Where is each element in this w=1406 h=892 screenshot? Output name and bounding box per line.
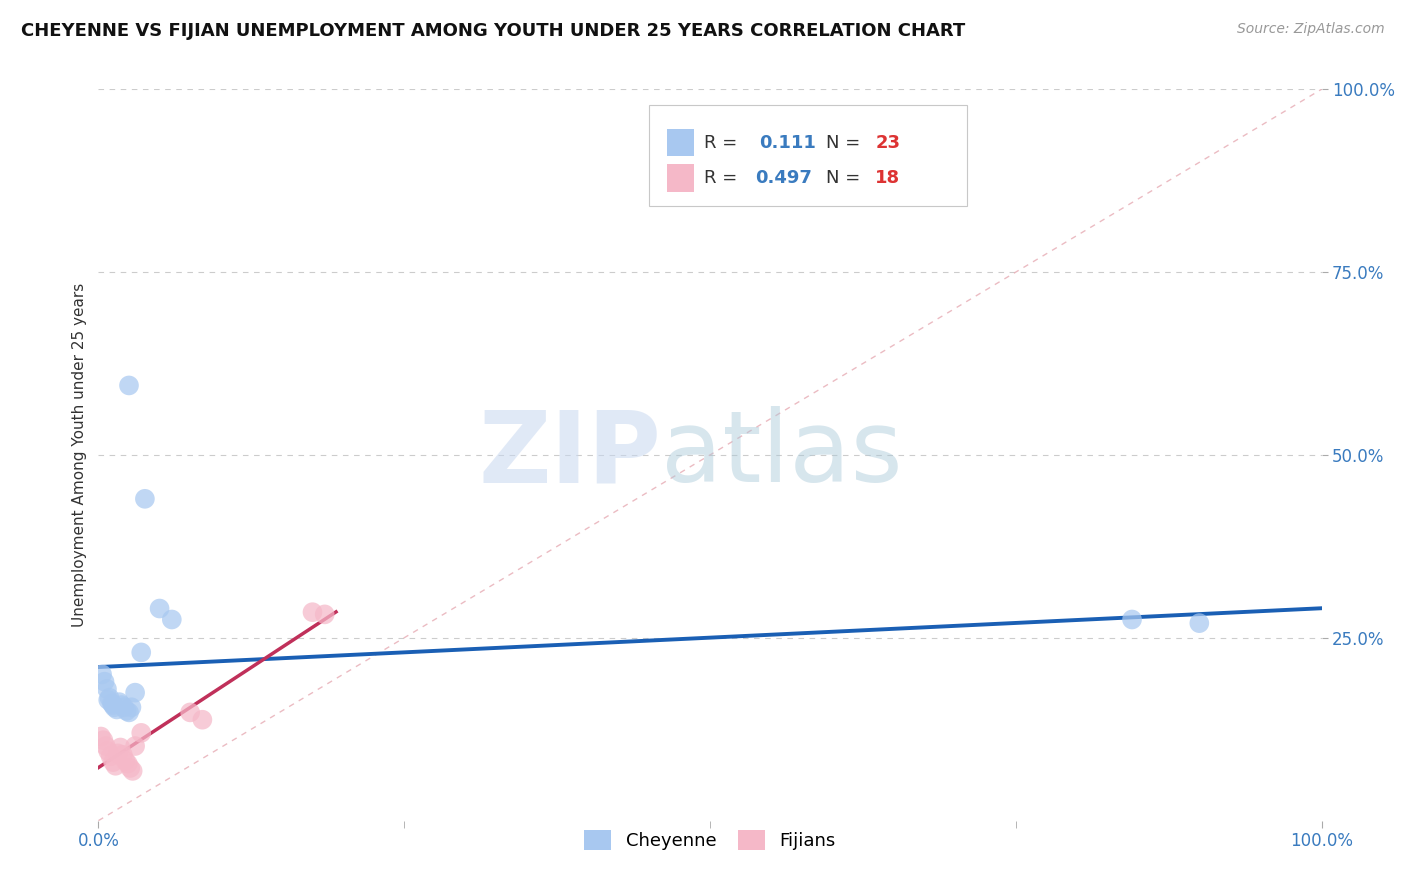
- Point: [112, 700, 135, 714]
- Point: [94, 739, 117, 753]
- FancyBboxPatch shape: [668, 164, 695, 192]
- Point: [118, 706, 141, 720]
- Point: [98, 690, 121, 705]
- Text: 0.111: 0.111: [759, 134, 815, 152]
- Point: [314, 607, 336, 622]
- Point: [1188, 616, 1211, 631]
- Point: [111, 698, 134, 712]
- Point: [1121, 612, 1143, 626]
- Point: [107, 747, 129, 761]
- Point: [101, 697, 124, 711]
- Point: [124, 739, 146, 753]
- Point: [108, 695, 131, 709]
- Text: Source: ZipAtlas.com: Source: ZipAtlas.com: [1237, 22, 1385, 37]
- Point: [90, 730, 112, 744]
- Point: [96, 681, 118, 696]
- Text: 0.497: 0.497: [755, 169, 813, 186]
- Point: [110, 740, 132, 755]
- Point: [129, 645, 152, 659]
- Point: [105, 702, 128, 716]
- Point: [120, 761, 142, 775]
- Point: [97, 693, 120, 707]
- Text: N =: N =: [827, 134, 866, 152]
- Text: R =: R =: [704, 134, 742, 152]
- Point: [91, 667, 114, 681]
- Text: 23: 23: [875, 134, 900, 152]
- Text: ZIP: ZIP: [478, 407, 661, 503]
- Text: N =: N =: [827, 169, 866, 186]
- Point: [301, 605, 323, 619]
- Point: [179, 706, 201, 720]
- Text: R =: R =: [704, 169, 742, 186]
- Point: [115, 704, 138, 718]
- Point: [149, 601, 172, 615]
- FancyBboxPatch shape: [648, 105, 967, 206]
- Y-axis label: Unemployment Among Youth under 25 years: Unemployment Among Youth under 25 years: [72, 283, 87, 627]
- Point: [160, 612, 183, 626]
- Legend: Cheyenne, Fijians: Cheyenne, Fijians: [575, 822, 845, 859]
- Point: [114, 754, 136, 768]
- Point: [118, 378, 141, 392]
- Text: atlas: atlas: [661, 407, 903, 503]
- Point: [111, 747, 134, 762]
- Point: [100, 749, 122, 764]
- Text: 18: 18: [875, 169, 900, 186]
- FancyBboxPatch shape: [668, 128, 695, 156]
- Point: [191, 713, 214, 727]
- Point: [129, 726, 152, 740]
- Point: [93, 674, 115, 689]
- Point: [101, 698, 124, 712]
- Point: [97, 744, 120, 758]
- Text: CHEYENNE VS FIJIAN UNEMPLOYMENT AMONG YOUTH UNDER 25 YEARS CORRELATION CHART: CHEYENNE VS FIJIAN UNEMPLOYMENT AMONG YO…: [21, 22, 966, 40]
- Point: [104, 758, 127, 772]
- Point: [101, 755, 124, 769]
- Point: [124, 686, 146, 700]
- Point: [103, 700, 125, 714]
- Point: [120, 700, 142, 714]
- Point: [134, 491, 156, 506]
- Point: [121, 764, 143, 778]
- Point: [91, 733, 114, 747]
- Point: [117, 756, 139, 771]
